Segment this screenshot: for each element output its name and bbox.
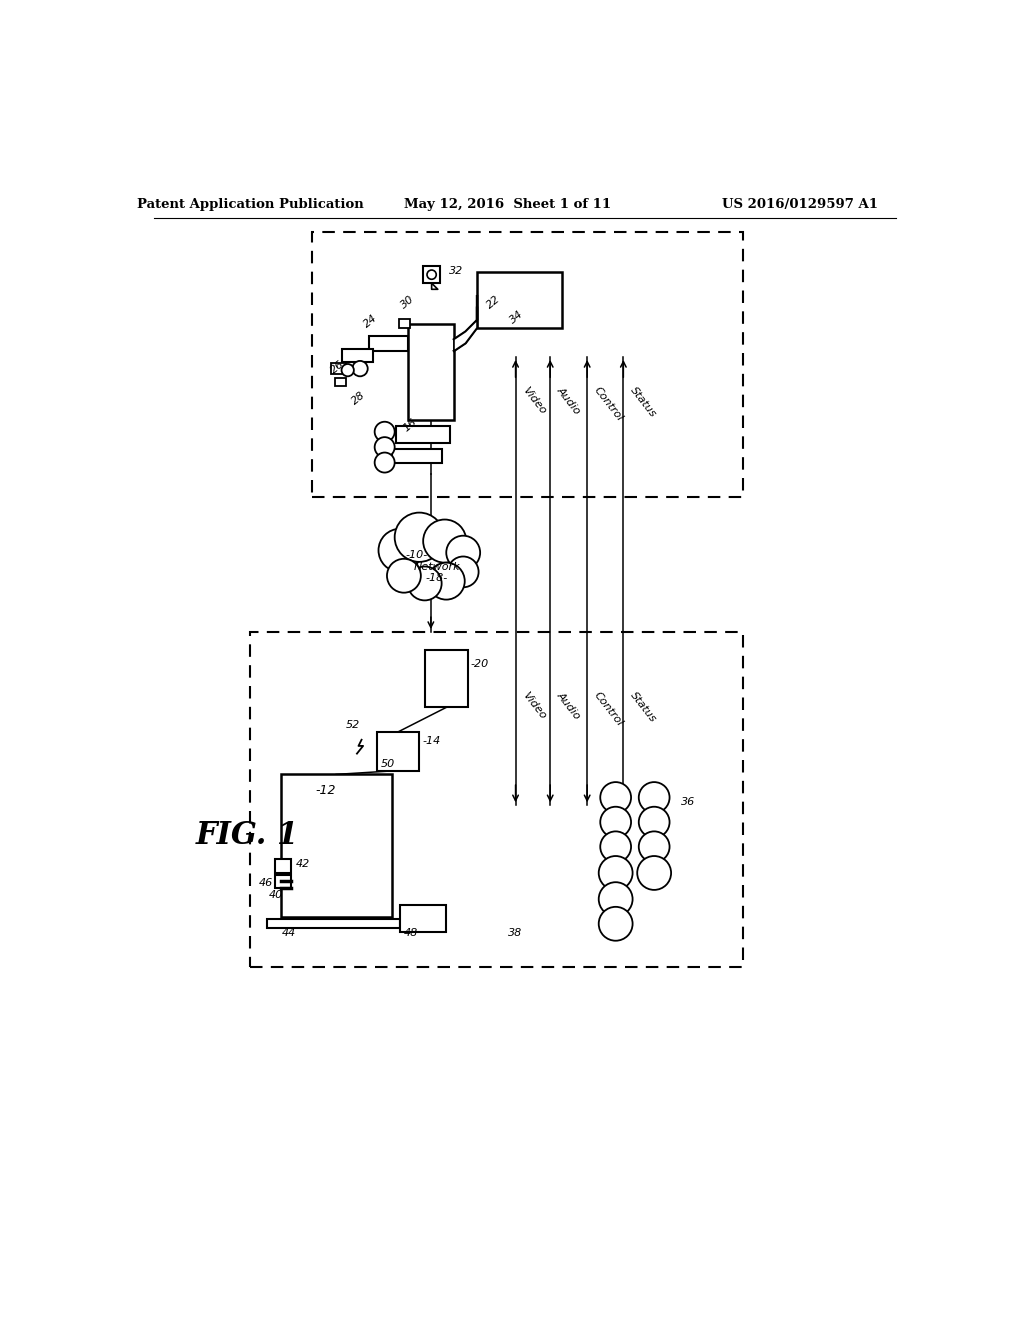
Text: 24: 24	[361, 313, 379, 330]
Text: 38: 38	[508, 928, 522, 939]
Bar	[392, 449, 442, 462]
Text: FIG. 1: FIG. 1	[196, 820, 299, 850]
Text: 30: 30	[398, 294, 416, 310]
Circle shape	[375, 422, 394, 442]
Bar	[250, 632, 742, 966]
Circle shape	[600, 832, 631, 862]
Text: -14: -14	[422, 737, 440, 746]
Text: 32: 32	[449, 265, 463, 276]
Text: 36: 36	[681, 797, 695, 808]
Text: -12: -12	[315, 784, 336, 797]
Bar	[370, 335, 408, 351]
Bar	[267, 919, 400, 928]
Circle shape	[600, 807, 631, 838]
Circle shape	[599, 882, 633, 916]
Text: 16: 16	[401, 417, 419, 434]
Bar	[331, 363, 346, 374]
Text: -18-: -18-	[426, 573, 449, 583]
Text: 50: 50	[381, 759, 395, 768]
Circle shape	[639, 781, 670, 813]
Text: Audio: Audio	[555, 689, 583, 721]
Text: 34: 34	[508, 309, 525, 326]
Bar	[274, 859, 292, 873]
Bar	[398, 318, 410, 327]
Text: Status: Status	[628, 689, 657, 723]
Text: 44: 44	[283, 928, 297, 939]
Circle shape	[637, 857, 671, 890]
Circle shape	[375, 453, 394, 473]
Bar	[423, 267, 440, 284]
Text: 26: 26	[330, 359, 346, 376]
Text: May 12, 2016  Sheet 1 of 11: May 12, 2016 Sheet 1 of 11	[404, 198, 611, 211]
Circle shape	[427, 271, 436, 280]
Text: -20: -20	[471, 659, 489, 669]
Circle shape	[352, 360, 368, 376]
Text: Control: Control	[592, 385, 625, 424]
Text: 40: 40	[268, 890, 283, 900]
Text: 48: 48	[403, 928, 418, 939]
Circle shape	[375, 437, 394, 457]
Circle shape	[639, 807, 670, 838]
Text: 46: 46	[259, 878, 273, 888]
Circle shape	[639, 832, 670, 862]
Bar	[400, 906, 446, 932]
Text: 42: 42	[296, 859, 310, 869]
Text: Patent Application Publication: Patent Application Publication	[136, 198, 364, 211]
Text: Status: Status	[628, 385, 657, 420]
Text: Video: Video	[520, 689, 548, 721]
Bar	[425, 649, 468, 708]
Polygon shape	[454, 296, 477, 351]
Text: US 2016/0129597 A1: US 2016/0129597 A1	[723, 198, 879, 211]
Bar	[311, 231, 742, 498]
Circle shape	[599, 907, 633, 941]
Bar	[342, 348, 373, 363]
Bar	[408, 323, 454, 420]
Bar	[396, 426, 451, 444]
Bar	[335, 378, 346, 385]
Text: Video: Video	[520, 385, 548, 417]
Text: 52: 52	[346, 721, 360, 730]
Text: Control: Control	[592, 689, 625, 727]
Text: 22: 22	[484, 294, 502, 310]
Text: 28: 28	[350, 389, 368, 407]
Text: Audio: Audio	[555, 385, 583, 417]
Bar	[377, 733, 419, 771]
Circle shape	[600, 781, 631, 813]
Bar	[274, 875, 292, 888]
Text: Network: Network	[414, 561, 461, 572]
Bar	[281, 775, 392, 917]
Bar	[477, 272, 562, 327]
Text: -10-: -10-	[406, 550, 428, 560]
Circle shape	[342, 364, 354, 376]
Circle shape	[599, 857, 633, 890]
